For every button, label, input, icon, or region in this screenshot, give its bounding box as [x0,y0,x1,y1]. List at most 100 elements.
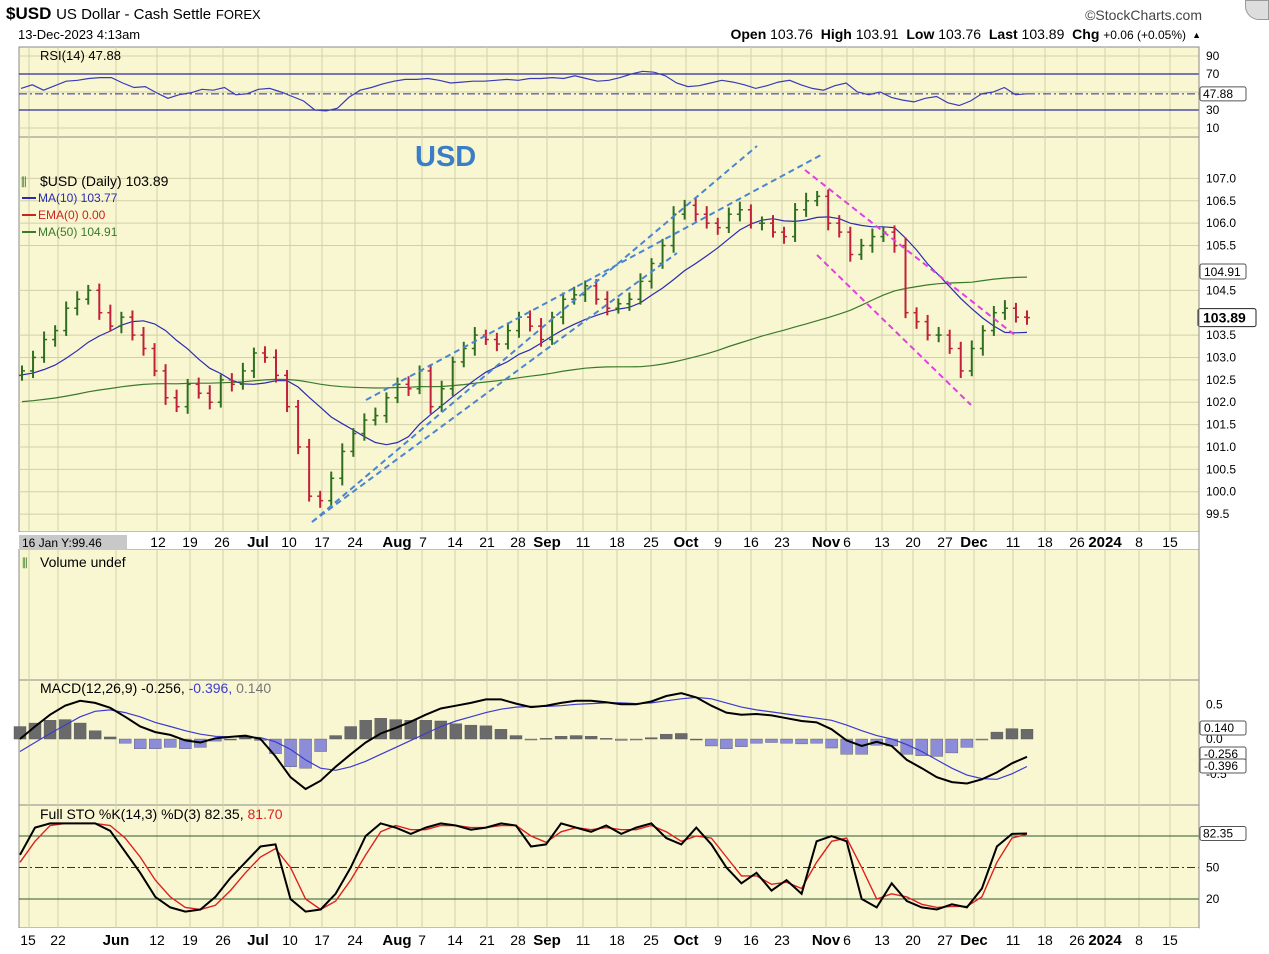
ohlc-bar [935,327,942,343]
ohlc-bar [30,350,37,379]
date-tick-label-bottom: Nov [812,932,841,949]
macd-hist-bar [690,738,703,741]
ohlc-bar [63,301,70,336]
price-tick-label: 105.5 [1206,239,1236,253]
date-tick-label: 13 [874,534,890,550]
ohlc-bar [582,280,589,302]
date-tick-label: 28 [510,534,526,550]
date-tick-label-bottom: 2024 [1088,932,1122,949]
date-tick-label: Sep [533,534,561,551]
ohlc-bar [284,369,291,413]
ohlc-bar [295,399,302,455]
macd-hist-bar [705,738,718,747]
ma10-line [21,216,1028,446]
macd-hist-bar [103,736,117,740]
volume-title: Volume undef [40,554,126,570]
date-tick-label-bottom: 6 [843,932,851,948]
ohlc-bar [891,225,898,253]
macd-hist-bar [494,729,508,740]
ohlc-bar [648,258,655,289]
price-tick-label: 106.0 [1206,216,1236,230]
price-tick-label: 101.0 [1206,440,1236,454]
date-tick-label: 21 [479,534,495,550]
ohlc-bar [560,292,567,325]
date-tick-label: Aug [382,534,411,551]
trend-channel-up [311,252,678,523]
macd-hist-bar [750,738,763,744]
ohlc-bar [714,217,721,235]
price-tick-label: 99.5 [1206,507,1230,521]
last-price-label: 103.89 [1203,310,1246,326]
macd-signal-value: -0.396, [189,680,236,696]
chart-header: $USD US Dollar - Cash Settle FOREX [6,4,261,24]
ohlc-bar [913,307,920,329]
ohlc-bar [140,327,147,356]
volume-icon: ⫼ [22,556,28,570]
legend-entry: MA(50) 104.91 [38,225,118,239]
price-tick-label: 100.0 [1206,485,1236,499]
date-tick-label: 25 [643,534,659,550]
date-tick-label: 26 [214,534,230,550]
trend-channel-up [311,145,758,523]
date-tick-label-bottom: 26 [215,932,231,948]
macd-hist-bar [329,735,342,740]
ohlc-bar [184,378,191,414]
legend-entry: MA(10) 103.77 [38,191,118,205]
trend-channel-down [804,169,1017,337]
rsi-tick-label: 90 [1206,49,1220,63]
macd-hist-bar [720,738,733,749]
ohlc-bar [306,438,313,502]
ohlc-bar [317,490,324,508]
date-axis-strip [0,532,1199,549]
price-tick-label: 101.5 [1206,418,1236,432]
ohlc-bar [858,238,865,260]
quote-dropdown-icon[interactable]: ▲ [1192,30,1201,40]
macd-hist-bar [434,720,448,740]
ohlc-bar [261,346,268,363]
macd-tick-label: 0.0 [1206,732,1223,746]
date-tick-label: Dec [960,534,988,551]
price-title: $USD (Daily) 103.89 [40,173,169,189]
ohlc-bar [96,283,103,320]
price-tick-label: 106.5 [1206,194,1236,208]
ohlc-bar [372,407,379,426]
macd-hist-bar [88,730,102,740]
date-tick-label: 9 [714,534,722,550]
date-tick-label-bottom: 8 [1135,932,1143,948]
ohlc-bar [957,341,964,379]
ohlc-bar [493,332,500,352]
ohlc-bar [206,385,213,410]
date-tick-label-bottom: Jun [103,932,130,949]
ohlc-bar [383,392,390,423]
sto-k-value: 82.35, [205,806,248,822]
macd-hist-bar [810,738,823,744]
ohlc-bar [118,311,125,334]
ma50-value-label: 104.91 [1204,265,1241,279]
macd-hist-bar [119,738,132,744]
date-tick-label: 15 [1162,534,1178,550]
date-tick-label-bottom: 9 [714,932,722,948]
rsi-last-label: 47.88 [1203,87,1233,101]
panel-bg-sto [18,804,1200,929]
date-tick-label: 11 [576,534,591,550]
date-tick-label: 20 [905,534,921,550]
ohlc-bar [626,292,633,311]
date-tick-label-bottom: 12 [149,932,165,948]
macd-hist-bar [645,737,658,740]
rsi-line [20,70,1028,112]
ohlc-bar [758,216,765,231]
macd-line [19,692,1028,791]
macd-hist-bar [825,738,838,749]
ohlc-bar [615,298,622,314]
price-bars-icon: ⫼ [21,175,27,189]
macd-hist-bar [524,738,538,741]
ohlc-bar [328,471,335,507]
macd-hist-bar [735,738,748,747]
sto-last-label: 82.35 [1203,827,1233,841]
date-tick-label-bottom: 13 [874,932,890,948]
date-tick-label: 26 [1069,534,1085,550]
date-tick-label: 8 [1135,534,1143,550]
ohlc-bar [946,329,953,354]
ohlc-bar [637,273,644,305]
date-tick-label-bottom: Aug [382,932,411,949]
